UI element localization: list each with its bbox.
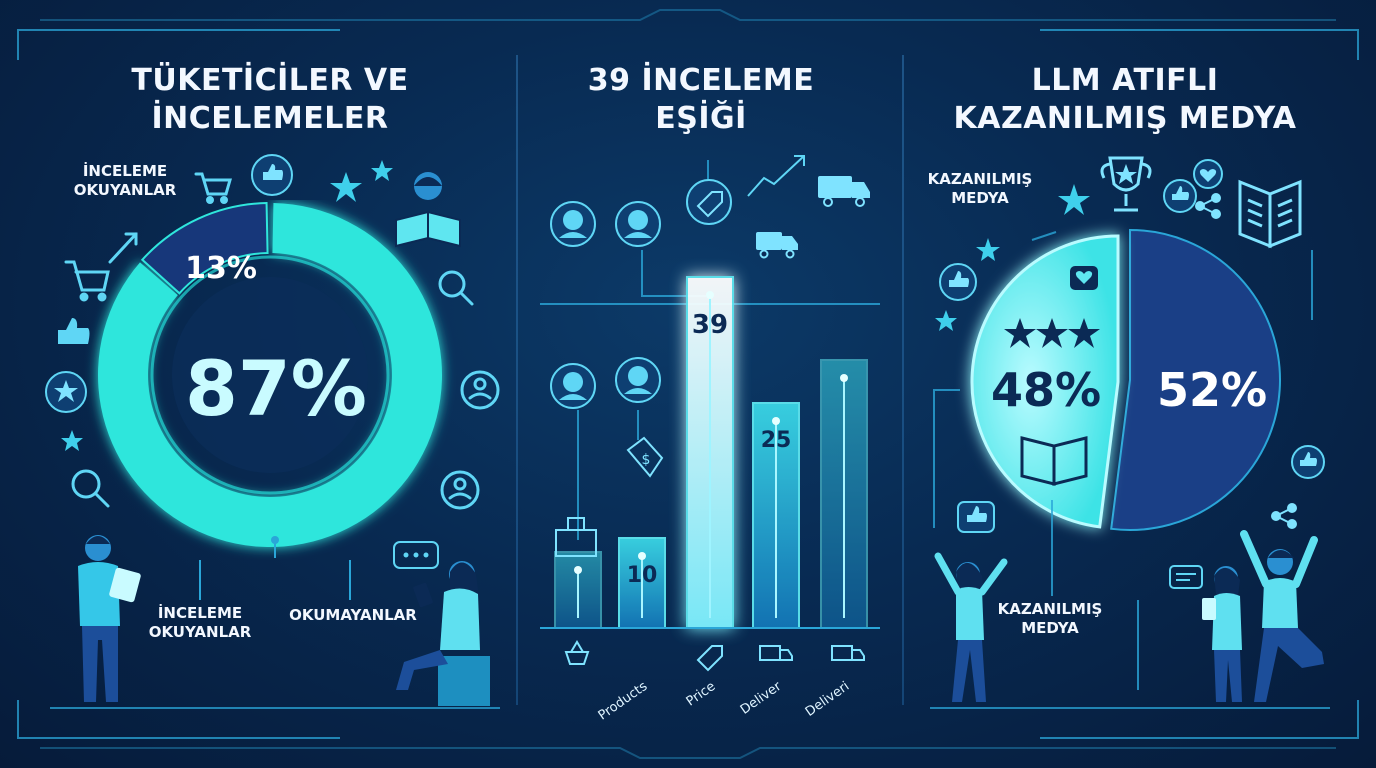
left-panel-title: TÜKETİCİLER VE İNCELEMELER: [60, 62, 480, 138]
truck-icon: [756, 232, 798, 259]
bar-value-label: 25: [761, 428, 792, 453]
middle-panel-title: 39 İNCELEME EŞİĞİ: [556, 62, 846, 138]
user-avatar-icon: [550, 201, 596, 247]
trophy-icon: [1100, 156, 1152, 212]
svg-text:$: $: [642, 452, 651, 468]
user-avatar-icon: [550, 363, 596, 409]
label-line: MEDYA: [951, 189, 1009, 207]
star-icon: [976, 238, 1000, 261]
pie-value-earned: 48%: [991, 363, 1101, 417]
chat-icon: [1169, 565, 1203, 589]
right-title-line1: LLM ATIFLI: [1031, 63, 1219, 98]
star-icon: [371, 160, 393, 181]
user-icon: [460, 370, 500, 410]
donut-chart: 87% 13%: [98, 202, 442, 558]
price-tag-icon: [686, 179, 732, 225]
cart-icon: [64, 260, 110, 302]
person-with-tablet-illustration: [1202, 566, 1242, 702]
thumbs-up-icon: [251, 154, 293, 196]
star-icon: [1058, 184, 1090, 215]
bar-value-label: 39: [692, 310, 728, 340]
right-panel-title: LLM ATIFLI KAZANILMIŞ MEDYA: [930, 62, 1320, 138]
magnifier-icon: [438, 270, 474, 306]
user-avatar-icon: [615, 357, 661, 403]
label-line: OKUYANLAR: [148, 623, 252, 641]
donut-main-value: 87%: [185, 344, 367, 433]
thumbs-up-icon: [957, 501, 995, 533]
label-line: İNCELEME: [157, 604, 243, 622]
right-title-line2: KAZANILMIŞ MEDYA: [953, 101, 1297, 136]
divider-left: [516, 55, 518, 705]
bar-node: [840, 374, 848, 382]
label-line: OKUYANLAR: [73, 181, 177, 199]
bar-node: [574, 566, 582, 574]
thumbs-up-icon: [1163, 179, 1197, 213]
bag-icon: [555, 517, 597, 557]
bar-node: [706, 291, 714, 299]
left-title-line2: İNCELEMELER: [151, 101, 389, 136]
star-icon: [935, 310, 957, 331]
basket-icon: [564, 640, 590, 665]
celebrating-person-illustration: [1240, 530, 1324, 702]
thumbs-up-icon: [58, 318, 90, 344]
label-line: MEDYA: [1021, 619, 1079, 637]
pie-value-other: 52%: [1157, 363, 1267, 417]
sitting-person-illustration: [396, 561, 490, 706]
rating-stars: [1004, 318, 1100, 348]
right-icons: [933, 156, 1325, 702]
middle-icons: $: [550, 155, 870, 672]
book-icon: [1238, 179, 1302, 249]
label-review-readers-top: İNCELEME OKUYANLAR: [60, 162, 190, 200]
share-icon: [1195, 193, 1221, 219]
donut-minor-value: 13%: [185, 251, 257, 286]
heart-icon: [1193, 159, 1223, 189]
pie-slice-other: [1110, 228, 1281, 531]
star-icon: [45, 371, 87, 413]
truck-icon: [759, 645, 793, 661]
star-icon: [61, 430, 83, 451]
price-tag-icon: $: [626, 436, 664, 478]
middle-title-line2: EŞİĞİ: [655, 101, 747, 136]
bar-node: [772, 417, 780, 425]
label-line: KAZANILMIŞ: [997, 600, 1103, 618]
divider-right: [902, 55, 904, 705]
cart-icon: [194, 172, 232, 204]
price-tag-icon: [696, 645, 723, 672]
truck-icon: [818, 176, 870, 207]
pie-slice-earned: [970, 234, 1120, 529]
label-line: İNCELEME: [82, 162, 168, 180]
trend-arrow-icon: [747, 155, 805, 197]
bar-node: [638, 552, 646, 560]
bar-value-label: 10: [627, 563, 658, 588]
left-icons: [45, 154, 500, 706]
label-non-readers: OKUMAYANLAR: [289, 606, 417, 624]
donut-slice-minor: [140, 202, 269, 295]
truck-icon: [831, 645, 865, 661]
thumbs-up-icon: [1291, 445, 1325, 479]
heart-icon: [1070, 266, 1098, 290]
star-icon: [330, 172, 362, 202]
user-avatar-icon: [615, 201, 661, 247]
pie-chart: 48% 52%: [970, 228, 1281, 531]
book-icon: [1020, 436, 1088, 486]
arrow-icon: [108, 232, 138, 264]
middle-title-line1: 39 İNCELEME: [587, 63, 815, 98]
magnifier-icon: [71, 469, 110, 508]
label-earned-media-top: KAZANILMIŞ MEDYA: [918, 170, 1042, 208]
label-earned-media-bottom: KAZANILMIŞ MEDYA: [988, 600, 1112, 638]
chat-icon: [393, 541, 439, 569]
celebrating-person-illustration: [934, 552, 1008, 702]
label-review-readers-bottom: İNCELEME OKUYANLAR: [140, 604, 260, 642]
left-title-line1: TÜKETİCİLER VE: [131, 63, 409, 98]
reader-person-illustration: [395, 172, 461, 248]
share-icon: [1271, 503, 1297, 529]
thumbs-up-icon: [939, 263, 977, 301]
user-icon: [440, 470, 480, 510]
person-with-tablet-illustration: [78, 535, 141, 702]
label-line: KAZANILMIŞ: [927, 170, 1033, 188]
